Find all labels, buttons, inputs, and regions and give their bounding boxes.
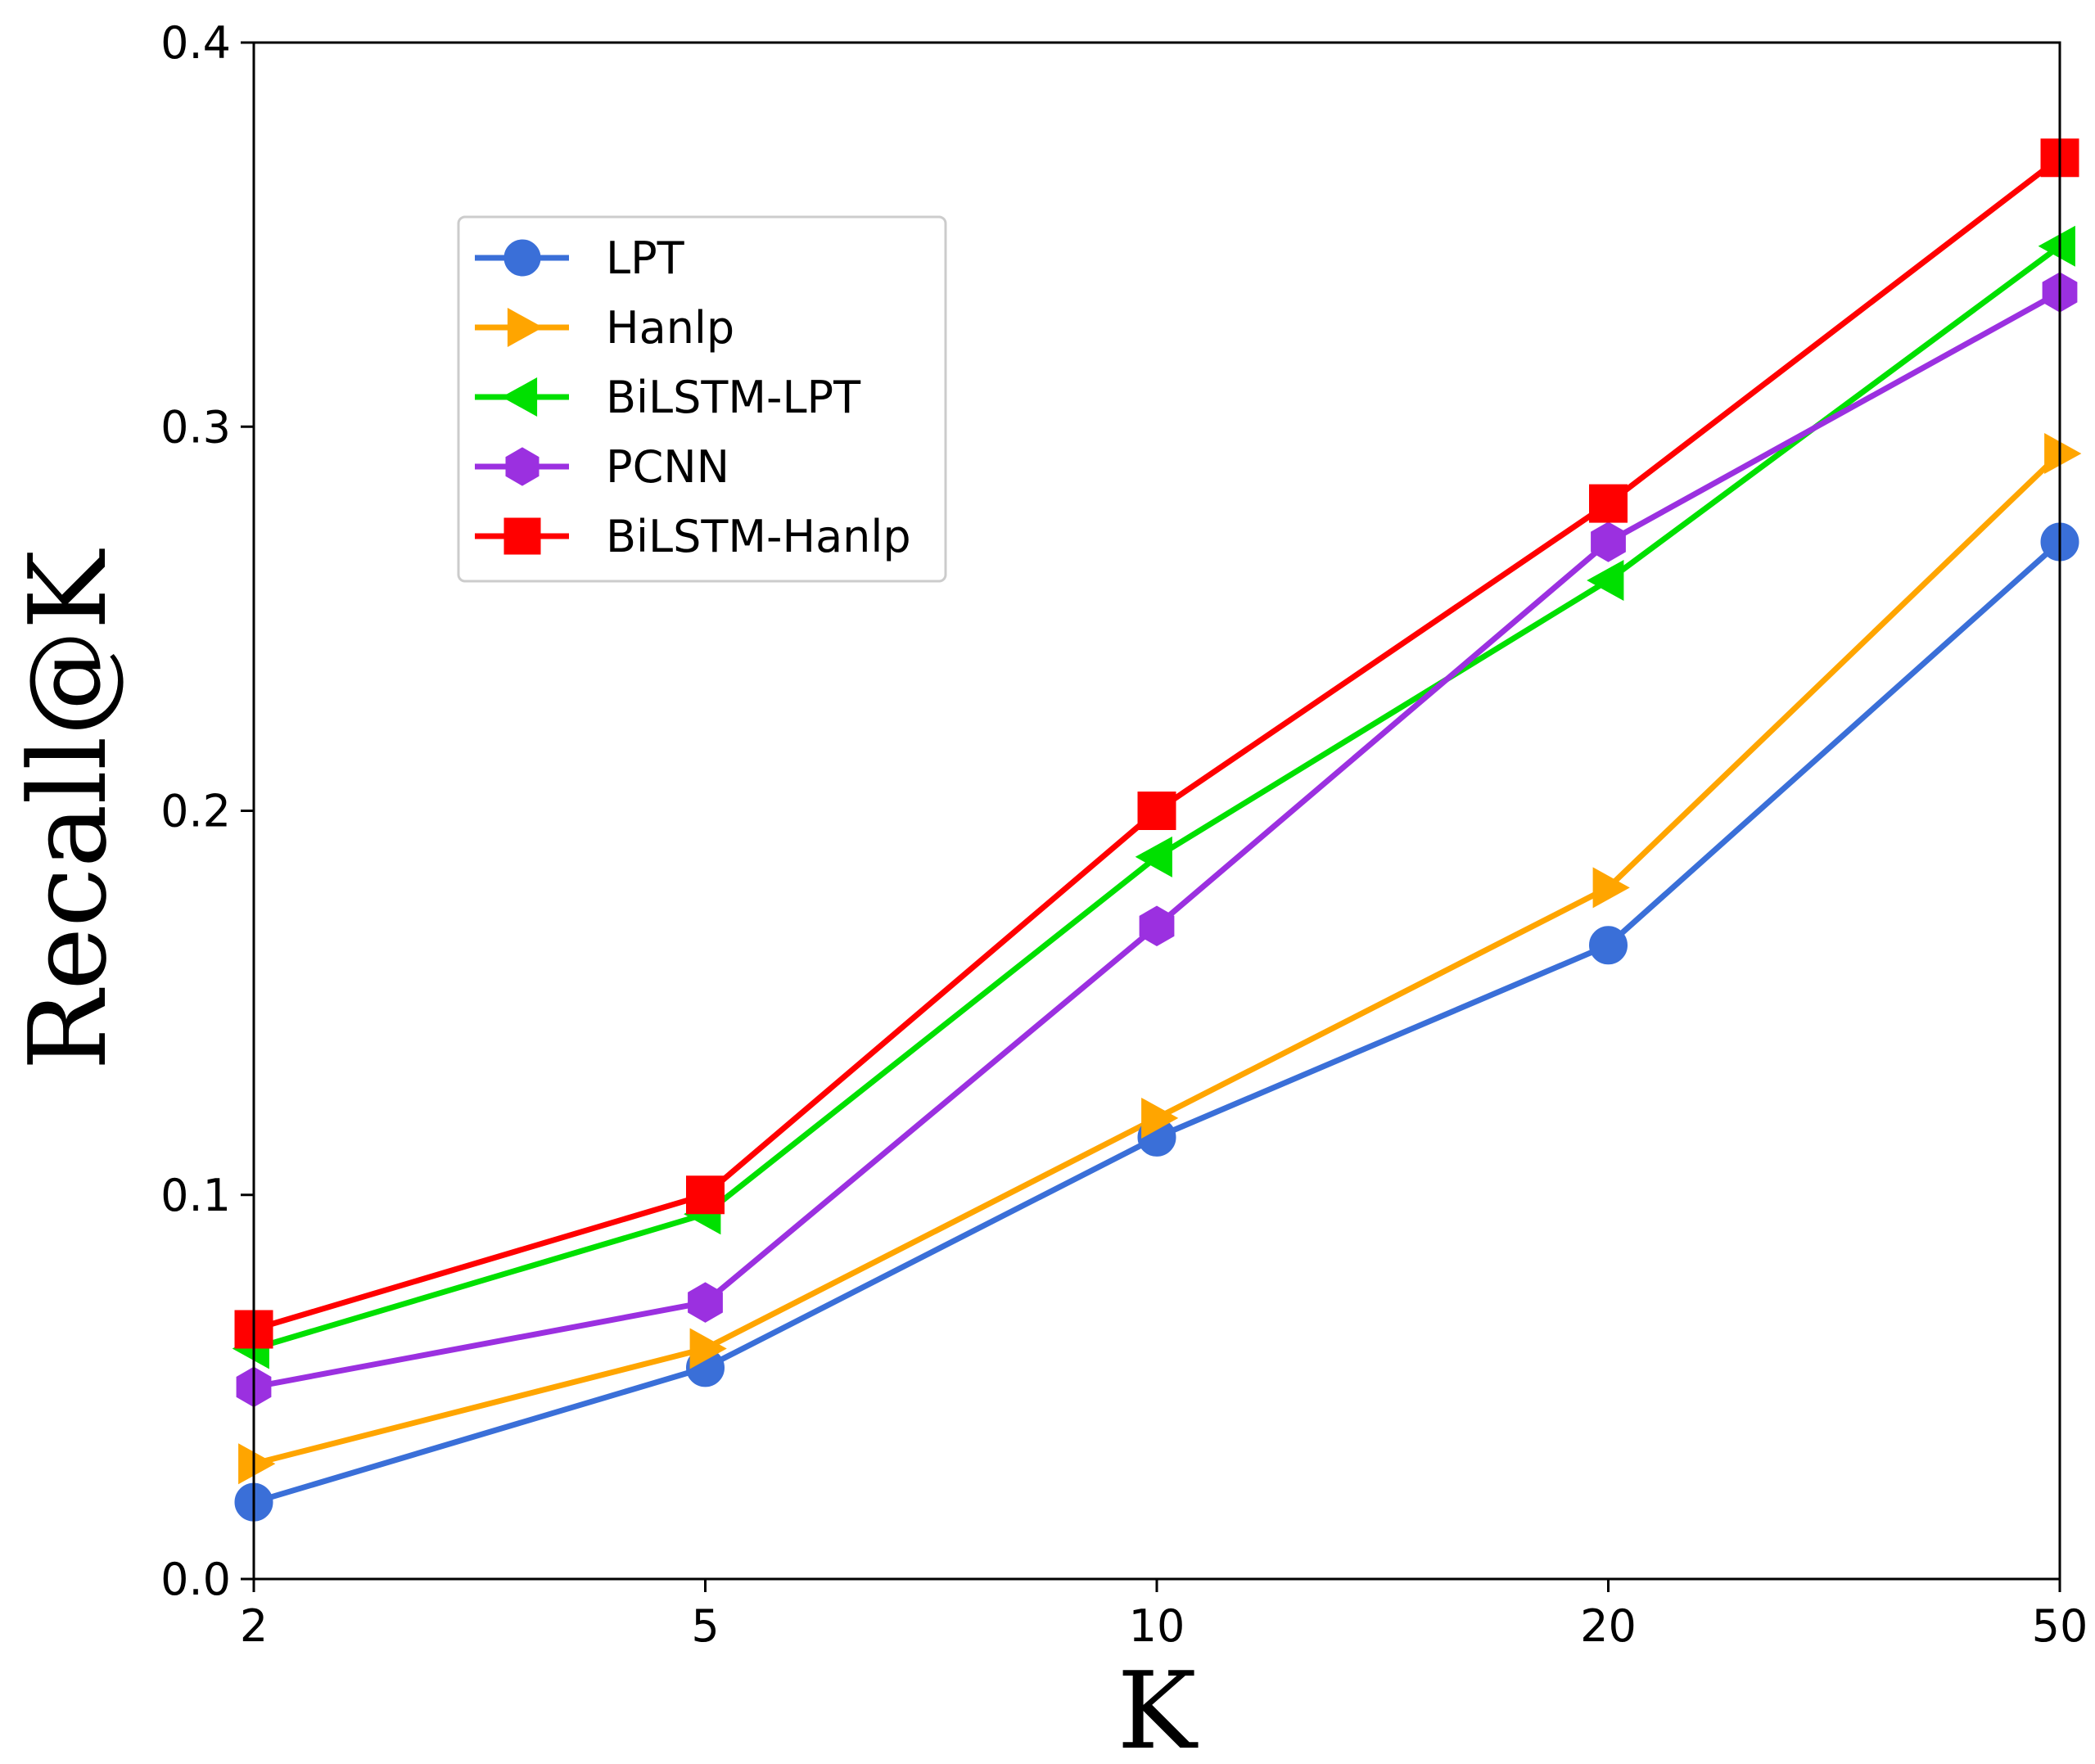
legend-box (457, 215, 947, 583)
legend-label-bilstm-lpt: BiLSTM-LPT (606, 372, 861, 423)
data-point-hanlp (689, 1328, 727, 1369)
data-point-bilstm-lpt (1587, 559, 1624, 601)
data-point-pcnn (1591, 521, 1626, 562)
x-tick-label: 5 (691, 1600, 719, 1652)
y-tick-label: 0.3 (160, 401, 231, 453)
x-tick-label: 10 (1129, 1600, 1185, 1652)
x-axis-title: K (1117, 1649, 1199, 1764)
y-tick-label: 0.1 (160, 1170, 231, 1221)
data-point-hanlp (238, 1443, 276, 1485)
data-point-pcnn (1139, 905, 1175, 946)
data-point-hanlp (2044, 433, 2082, 475)
axes: 2 5 10 20 50 0.0 0.1 0.2 0.3 0.4 (160, 17, 2088, 1652)
data-point-bilstm-hanlp (686, 1175, 725, 1215)
x-tick-label: 2 (240, 1600, 268, 1652)
x-tick-label: 50 (2032, 1600, 2088, 1652)
legend-label-pcnn: PCNN (606, 441, 729, 493)
legend-label-hanlp: Hanlp (606, 302, 734, 354)
legend-marker-hanlp (507, 308, 544, 347)
data-point-bilstm-lpt (1135, 836, 1172, 877)
y-tick-label: 0.4 (160, 17, 231, 69)
legend-marker-bilstm-lpt (501, 377, 538, 417)
data-point-lpt (1589, 926, 1628, 965)
data-point-hanlp (1141, 1097, 1179, 1139)
data-point-hanlp (1592, 867, 1630, 909)
legend-label-lpt: LPT (606, 232, 685, 284)
legend-label-bilstm-hanlp: BiLSTM-Hanlp (606, 511, 911, 562)
data-point-bilstm-lpt (2038, 225, 2075, 267)
legend-marker-lpt (503, 239, 541, 277)
y-tick-label: 0.2 (160, 786, 231, 837)
legend-marker-pcnn (505, 447, 540, 486)
legend: LPT Hanlp BiLSTM-LPT PCNN BiLSTM-Hanlp (457, 215, 947, 583)
y-axis-title: Recall@K (6, 548, 130, 1070)
legend-marker-bilstm-hanlp (503, 517, 541, 555)
x-tick-label: 20 (1580, 1600, 1637, 1652)
data-point-bilstm-hanlp (1589, 484, 1628, 523)
data-point-pcnn (688, 1282, 723, 1323)
data-point-bilstm-hanlp (1137, 792, 1176, 830)
y-tick-label: 0.0 (160, 1554, 231, 1605)
